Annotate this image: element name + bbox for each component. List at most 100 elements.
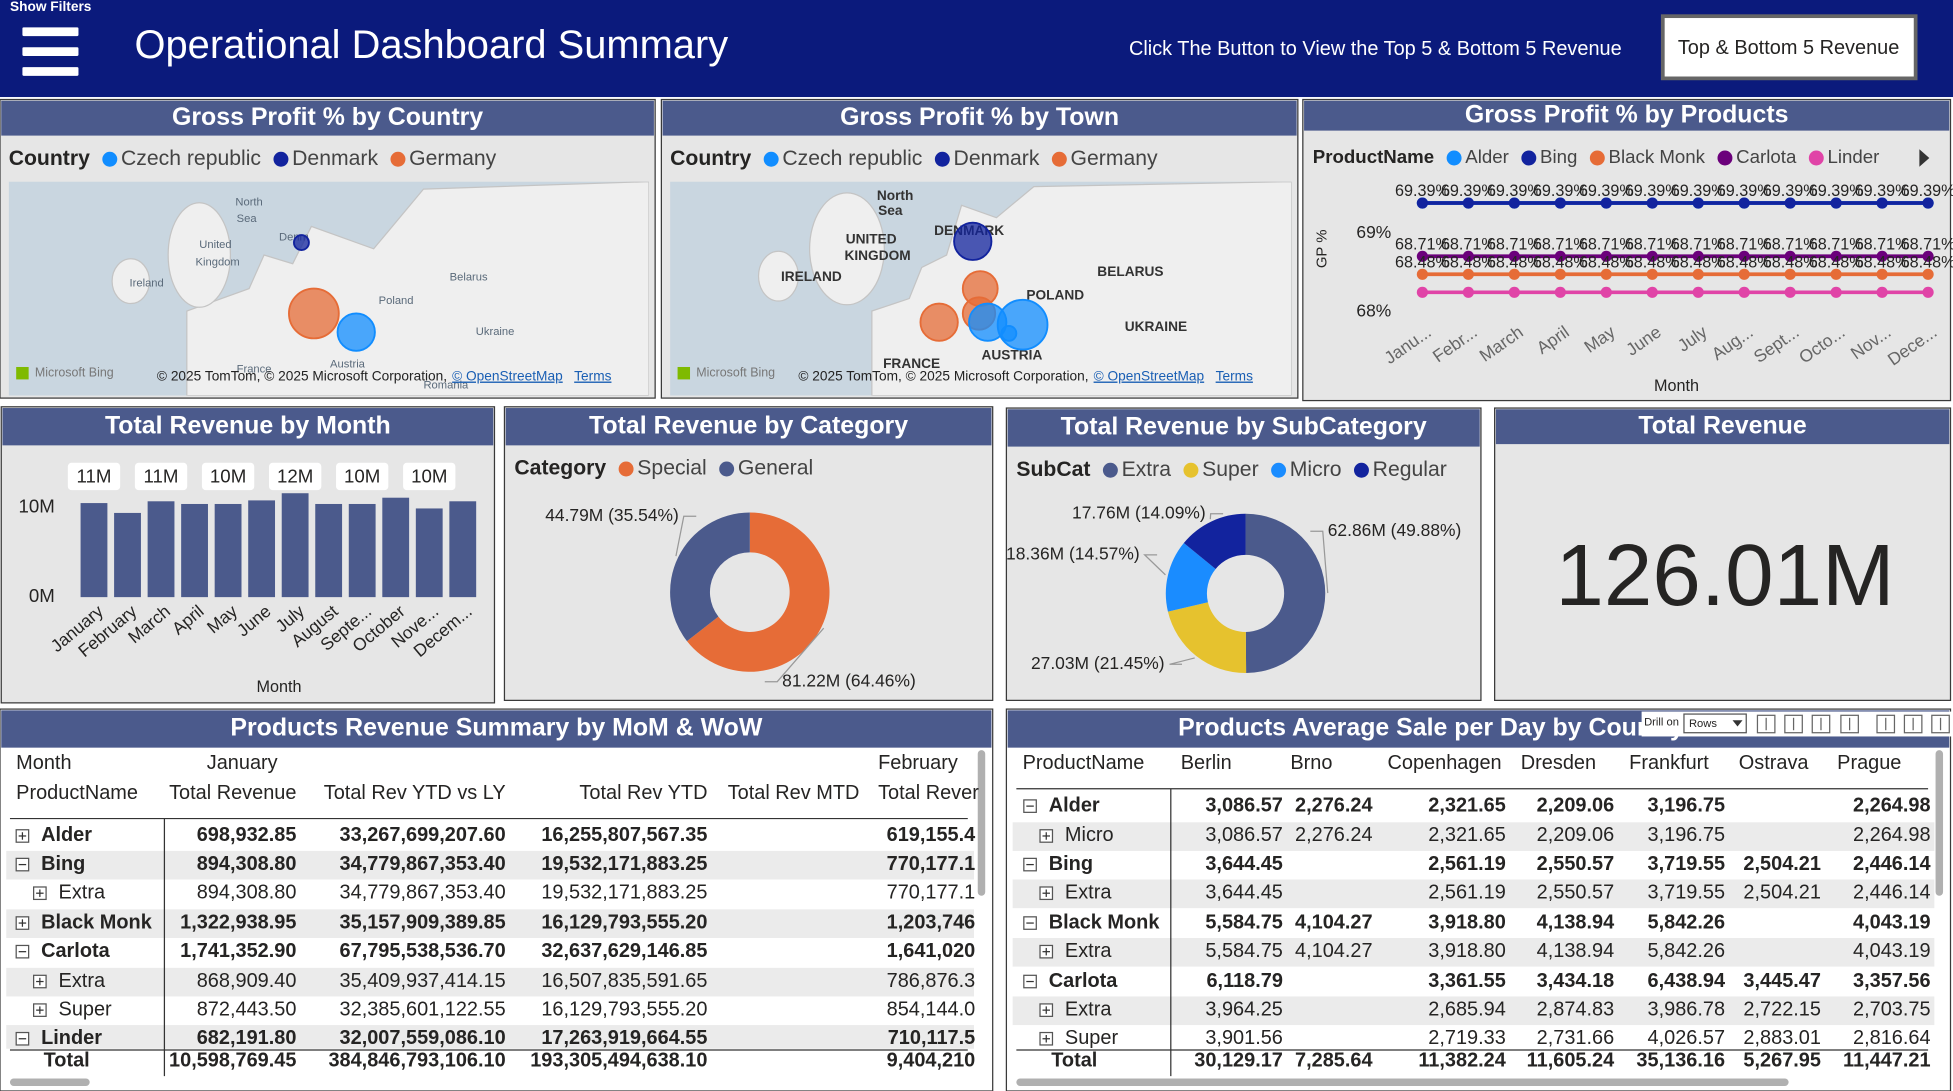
scrollbar-v[interactable]: [977, 750, 986, 896]
expander-icon[interactable]: [15, 916, 30, 930]
expander-icon[interactable]: [33, 974, 47, 989]
line-marker: [1692, 197, 1704, 209]
expander-icon[interactable]: [15, 829, 30, 843]
panel-title-bar: [1, 100, 654, 136]
map-bubble[interactable]: [919, 302, 959, 342]
bar[interactable]: [415, 508, 443, 598]
map-attribution[interactable]: Terms: [1216, 369, 1253, 384]
map-bubble[interactable]: [293, 234, 310, 251]
expander-icon[interactable]: [15, 857, 30, 872]
map-bubble[interactable]: [288, 287, 340, 340]
expander-icon[interactable]: [1023, 857, 1037, 872]
legend-marker: [1051, 151, 1067, 167]
table-cell: 32,385,601,122.55: [340, 998, 506, 1020]
bar[interactable]: [315, 503, 343, 598]
bar[interactable]: [281, 493, 309, 598]
map-attribution[interactable]: © OpenStreetMap: [452, 369, 563, 384]
bar[interactable]: [114, 512, 141, 598]
table-cell: 3,986.78: [1648, 998, 1726, 1020]
toolbar-icon[interactable]: [1840, 714, 1859, 734]
total-cell: 30,129.17: [1194, 1049, 1283, 1071]
expander-icon[interactable]: [1039, 1003, 1054, 1017]
donut-slice[interactable]: [670, 512, 750, 642]
row-band: [1012, 822, 1935, 851]
data-label: 68.71%: [1395, 235, 1450, 253]
table-cell: 2,703.75: [1853, 998, 1931, 1020]
scrollbar-v[interactable]: [1935, 750, 1944, 896]
toolbar-icon[interactable]: [1756, 714, 1776, 734]
table-cell: 2,446.14: [1853, 853, 1931, 875]
bar[interactable]: [147, 501, 175, 598]
data-label: 68.48%: [1579, 253, 1634, 271]
drill-option[interactable]: Rows: [1689, 718, 1717, 730]
scrollbar-h[interactable]: [1016, 1078, 1789, 1087]
expander-icon[interactable]: [1039, 944, 1054, 959]
panel-title-bar: [1, 710, 992, 748]
donut-slice[interactable]: [1245, 513, 1326, 674]
table-cell: 786,876.3: [887, 970, 976, 992]
expander-icon[interactable]: [33, 1003, 47, 1017]
line-marker: [1646, 268, 1658, 280]
expander-icon[interactable]: [1023, 916, 1037, 930]
toolbar-icon[interactable]: [1876, 714, 1896, 734]
bar[interactable]: [80, 503, 108, 598]
map-attribution[interactable]: © OpenStreetMap: [1094, 369, 1205, 384]
column-header: Total Rev YTD: [579, 782, 707, 804]
expander-icon[interactable]: [1039, 1031, 1054, 1046]
line-marker: [1784, 286, 1796, 298]
expander-icon[interactable]: [1039, 886, 1054, 901]
expander-icon[interactable]: [33, 886, 47, 901]
expander-icon[interactable]: [15, 944, 30, 959]
row-band: [6, 967, 975, 997]
toolbar-icon[interactable]: [1811, 714, 1831, 734]
legend-label: Black Monk: [1609, 146, 1706, 167]
hamburger-icon[interactable]: [22, 27, 79, 76]
map-bubble[interactable]: [1000, 324, 1018, 342]
bar[interactable]: [348, 503, 376, 598]
bar[interactable]: [449, 501, 477, 598]
map-attribution[interactable]: Terms: [574, 369, 611, 384]
map-bubble[interactable]: [336, 312, 376, 352]
line-marker: [1876, 197, 1888, 209]
top-bottom-button[interactable]: [1660, 14, 1918, 81]
bar[interactable]: [181, 503, 208, 598]
table-cell: 2,209.06: [1537, 824, 1615, 846]
donut-slice[interactable]: [1183, 513, 1246, 569]
map-bubble[interactable]: [953, 221, 993, 261]
scrollbar-h[interactable]: [9, 1078, 90, 1087]
total-cell: 193,305,494,638.10: [530, 1049, 707, 1071]
data-label: 69.39%: [1763, 182, 1818, 200]
map-land: [757, 250, 800, 302]
top-bottom-button-label[interactable]: Top & Bottom 5 Revenue: [1678, 37, 1899, 59]
donut-slice[interactable]: [1165, 543, 1216, 612]
table-cell: 5,584.75: [1205, 940, 1283, 962]
bar[interactable]: [214, 503, 242, 598]
table-cell: 5,584.75: [1205, 911, 1283, 933]
drill-label: Drill on: [1644, 717, 1679, 729]
map-bubble[interactable]: [996, 298, 1049, 351]
bar[interactable]: [248, 500, 276, 598]
panel-title: Total Revenue: [1638, 411, 1806, 439]
show-filters-label[interactable]: Show Filters: [10, 0, 92, 14]
toolbar-icon[interactable]: [1784, 714, 1803, 734]
data-label: 69.39%: [1441, 182, 1496, 200]
panel-title: Total Revenue by Category: [589, 411, 908, 439]
donut-slice[interactable]: [1167, 602, 1247, 674]
data-label: 68.48%: [1809, 253, 1864, 271]
legend-next-arrow[interactable]: [1919, 149, 1930, 167]
line-marker: [1600, 268, 1612, 280]
table-cell: 2,561.19: [1428, 881, 1506, 903]
bar[interactable]: [382, 497, 410, 598]
expander-icon[interactable]: [1039, 829, 1054, 843]
expander-icon[interactable]: [1023, 799, 1037, 813]
drill-select[interactable]: [1683, 713, 1747, 734]
row-label: Bing: [1049, 853, 1093, 875]
expander-icon[interactable]: [1023, 974, 1037, 989]
line-marker: [1784, 197, 1796, 209]
donut-slice[interactable]: [686, 512, 830, 672]
toolbar-icon[interactable]: [1903, 714, 1923, 734]
expander-icon[interactable]: [15, 1031, 30, 1046]
total-cell: 11,382.24: [1418, 1049, 1506, 1071]
toolbar-icon[interactable]: [1931, 714, 1950, 734]
table-cell: 2,731.66: [1537, 1027, 1615, 1049]
